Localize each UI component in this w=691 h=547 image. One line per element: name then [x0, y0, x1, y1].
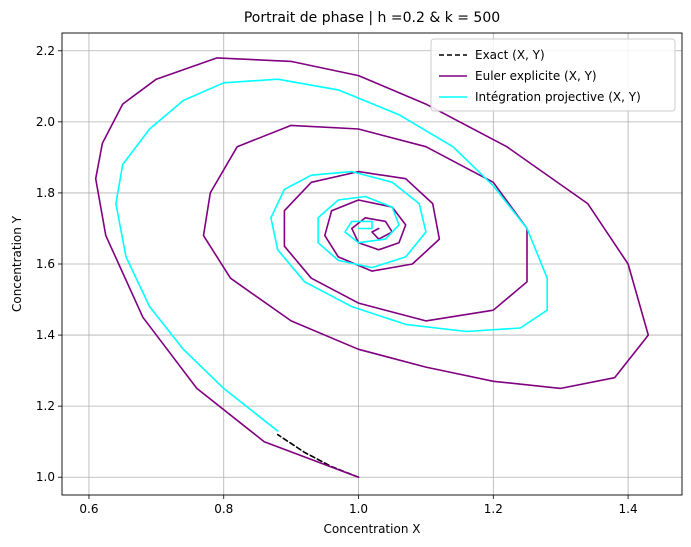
x-tick-label: 1.2	[484, 502, 503, 516]
x-tick-label: 1.4	[619, 502, 638, 516]
y-axis-label: Concentration Y	[10, 215, 24, 312]
legend-label-0: Exact (X, Y)	[475, 48, 545, 62]
x-tick-label: 0.6	[79, 502, 98, 516]
x-axis-label: Concentration X	[324, 522, 421, 536]
chart-title: Portrait de phase | h =0.2 & k = 500	[244, 10, 500, 26]
series-line-0	[276, 433, 360, 478]
y-tick-label: 1.8	[36, 186, 55, 200]
y-tick-label: 1.4	[36, 328, 55, 342]
legend-box	[430, 38, 676, 112]
legend: Exact (X, Y) Euler explicite (X, Y) Intégr…	[430, 38, 676, 112]
y-tick-label: 2.2	[36, 44, 55, 58]
y-tick-label: 1.0	[36, 470, 55, 484]
legend-label-2: Intégration projective (X, Y)	[475, 90, 641, 104]
x-tick-label: 1.0	[349, 502, 368, 516]
y-tick-label: 1.6	[36, 257, 55, 271]
x-tick-label: 0.8	[214, 502, 233, 516]
legend-label-1: Euler explicite (X, Y)	[475, 69, 597, 83]
y-tick-label: 1.2	[36, 399, 55, 413]
ticks: 0.6 0.8 1.0 1.2 1.4 1.0 1.2 1.4 1.6 1.8 2.0 2.2	[36, 44, 638, 516]
series-line-1	[94, 57, 650, 478]
series-layer	[94, 57, 650, 478]
series-line-2	[115, 78, 548, 432]
y-tick-label: 2.0	[36, 115, 55, 129]
